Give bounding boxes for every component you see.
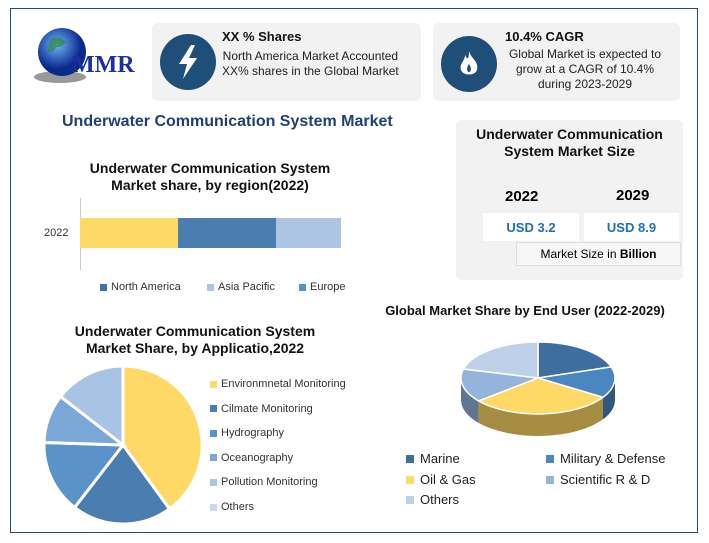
enduser-pie-3d — [460, 341, 616, 436]
size-title-2: System Market Size — [504, 143, 635, 159]
legend-swatch — [299, 283, 306, 291]
logo-text: MMR — [72, 52, 135, 78]
mmr-logo: MMR — [20, 22, 145, 92]
bar-legend-0: North America — [100, 281, 181, 293]
legend-label: Pollution Monitoring — [221, 476, 318, 489]
legend-swatch — [406, 475, 414, 484]
legend-label: Military & Defense — [560, 451, 666, 466]
legend-label: Others — [420, 492, 460, 507]
legend-swatch — [546, 475, 554, 484]
pie-slice-1 — [72, 442, 172, 526]
legend-swatch — [100, 283, 107, 291]
legend-swatch — [207, 283, 214, 291]
pie-slice-3 — [460, 368, 539, 402]
legend-swatch — [210, 405, 217, 413]
enduser-legend-0: Marine — [406, 451, 460, 466]
flame-icon — [441, 36, 497, 92]
enduser-legend-2: Oil & Gas — [406, 472, 476, 487]
enduser-title: Global Market Share by End User (2022-20… — [385, 303, 665, 318]
pie-legend-0: Environmnetal Monitoring — [210, 378, 346, 390]
shares-card: XX % Shares North America Market Account… — [152, 23, 421, 101]
legend-label: Asia Pacific — [218, 281, 275, 293]
stacked-bar — [80, 218, 341, 248]
legend-swatch — [406, 454, 414, 463]
globe-icon — [34, 28, 86, 83]
market-size-card: Underwater Communication System Market S… — [456, 120, 683, 280]
pie-side-3 — [461, 378, 479, 423]
bar-segment-0 — [80, 218, 178, 248]
year-2029: 2029 — [616, 187, 650, 204]
pie-title-2: Market Share, by Applicatio,2022 — [85, 340, 305, 356]
pie-slice-1 — [537, 366, 616, 399]
legend-label: Scientific R & D — [560, 472, 651, 487]
pie-legend-4: Pollution Monitoring — [210, 476, 318, 488]
pie-legend-3: Oceanography — [210, 452, 293, 464]
cagr-card: 10.4% CAGR Global Market is expected to … — [433, 23, 680, 101]
pie-legend-2: Hydrography — [210, 427, 284, 439]
legend-label: Others — [221, 501, 255, 513]
legend-swatch — [210, 503, 217, 511]
bar-segment-1 — [177, 218, 276, 248]
cagr-line-3: during 2023-2029 — [537, 77, 633, 91]
legend-swatch — [210, 380, 217, 388]
cagr-line-2: grow at a CAGR of 10.4% — [515, 62, 655, 76]
legend-swatch — [210, 454, 217, 462]
size-title-1: Underwater Communication — [476, 126, 663, 142]
application-pie — [42, 364, 204, 526]
bar-category-label: 2022 — [44, 227, 69, 239]
pie-title-1: Underwater Communication System — [74, 323, 316, 339]
bar-segment-2 — [275, 218, 341, 248]
value-2022: USD 3.2 — [483, 213, 579, 241]
pie-slice-4 — [462, 341, 539, 379]
bar-legend-2: Europe — [299, 281, 345, 293]
legend-label: North America — [111, 281, 181, 293]
pie-legend-5: Others — [210, 501, 254, 513]
bar-legend-1: Asia Pacific — [207, 281, 275, 293]
main-title: Underwater Communication System Market — [62, 113, 393, 130]
infographic-frame — [10, 8, 698, 533]
note-prefix: Market Size in — [540, 247, 620, 261]
legend-swatch — [210, 478, 217, 486]
pie-side-2 — [478, 397, 604, 436]
shares-line-1: North America Market Accounted — [222, 49, 399, 63]
legend-label: Environmnetal Monitoring — [221, 378, 346, 390]
bar-title-2: Market share, by region(2022) — [111, 177, 309, 193]
value-2029: USD 8.9 — [584, 213, 679, 241]
note-unit: Billion — [619, 247, 657, 261]
legend-label: Marine — [420, 451, 460, 466]
enduser-legend-1: Military & Defense — [546, 451, 665, 466]
legend-label: Oil & Gas — [420, 472, 476, 487]
lightning-icon — [160, 34, 216, 90]
pie-slice-0 — [121, 364, 204, 512]
cagr-title: 10.4% CAGR — [505, 29, 584, 44]
bar-title-1: Underwater Communication System — [89, 160, 331, 176]
enduser-legend-3: Scientific R & D — [546, 472, 650, 487]
size-note: Market Size in Billion — [516, 242, 681, 266]
enduser-legend-4: Others — [406, 492, 459, 507]
legend-swatch — [406, 495, 414, 504]
legend-label: Europe — [310, 281, 346, 293]
legend-label: Hydrography — [221, 427, 284, 440]
pie-legend-1: Cilmate Monitoring — [210, 403, 313, 415]
pie-slice-2 — [476, 377, 605, 415]
legend-label: Cilmate Monitoring — [221, 402, 313, 415]
year-2022: 2022 — [505, 188, 539, 205]
shares-title: XX % Shares — [222, 29, 302, 44]
legend-swatch — [210, 429, 217, 437]
legend-swatch — [546, 454, 554, 463]
shares-line-2: XX% shares in the Global Market — [222, 64, 399, 78]
cagr-line-1: Global Market is expected to — [508, 47, 662, 61]
pie-slice-2 — [42, 440, 126, 510]
pie-slice-4 — [58, 364, 125, 449]
legend-label: Oceanography — [221, 451, 294, 464]
